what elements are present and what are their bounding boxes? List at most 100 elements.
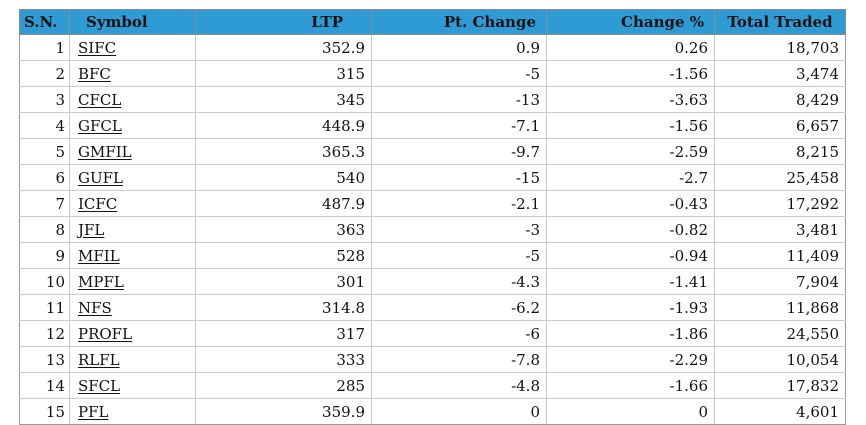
cell-change-percent: -3.63 — [546, 86, 715, 113]
cell-change-percent: -1.86 — [546, 320, 715, 347]
cell-change-percent: -0.43 — [546, 190, 715, 217]
symbol-link[interactable]: PROFL — [78, 324, 133, 343]
cell-pt-change: -13 — [371, 86, 547, 113]
cell-ltp: 317 — [195, 320, 372, 347]
stock-table-container: S.N. Symbol LTP Pt. Change Change % Tota… — [19, 9, 846, 425]
cell-total-traded: 4,601 — [714, 398, 846, 425]
cell-total-traded: 17,832 — [714, 372, 846, 399]
cell-symbol: MFIL — [69, 242, 196, 269]
table-row: 11 NFS 314.8 -6.2 -1.93 11,868 — [19, 294, 846, 321]
table-row: 8 JFL 363 -3 -0.82 3,481 — [19, 216, 846, 243]
table-row: 9 MFIL 528 -5 -0.94 11,409 — [19, 242, 846, 269]
cell-symbol: PFL — [69, 398, 196, 425]
cell-total-traded: 3,481 — [714, 216, 846, 243]
cell-symbol: ICFC — [69, 190, 196, 217]
stock-table: S.N. Symbol LTP Pt. Change Change % Tota… — [19, 9, 846, 425]
table-row: 2 BFC 315 -5 -1.56 3,474 — [19, 60, 846, 87]
table-row: 14 SFCL 285 -4.8 -1.66 17,832 — [19, 372, 846, 399]
cell-sn: 9 — [19, 242, 70, 269]
cell-pt-change: -15 — [371, 164, 547, 191]
cell-sn: 3 — [19, 86, 70, 113]
symbol-link[interactable]: BFC — [78, 64, 111, 83]
symbol-link[interactable]: SFCL — [78, 376, 121, 395]
cell-sn: 4 — [19, 112, 70, 139]
cell-total-traded: 25,458 — [714, 164, 846, 191]
cell-pt-change: -5 — [371, 60, 547, 87]
cell-pt-change: 0 — [371, 398, 547, 425]
cell-ltp: 352.9 — [195, 34, 372, 61]
symbol-link[interactable]: PFL — [78, 402, 109, 421]
symbol-link[interactable]: GFCL — [78, 116, 122, 135]
cell-sn: 12 — [19, 320, 70, 347]
cell-ltp: 487.9 — [195, 190, 372, 217]
table-row: 7 ICFC 487.9 -2.1 -0.43 17,292 — [19, 190, 846, 217]
header-change-percent: Change % — [546, 9, 715, 35]
table-row: 12 PROFL 317 -6 -1.86 24,550 — [19, 320, 846, 347]
cell-change-percent: 0 — [546, 398, 715, 425]
table-row: 5 GMFIL 365.3 -9.7 -2.59 8,215 — [19, 138, 846, 165]
cell-change-percent: -1.56 — [546, 60, 715, 87]
table-row: 6 GUFL 540 -15 -2.7 25,458 — [19, 164, 846, 191]
symbol-link[interactable]: RLFL — [78, 350, 120, 369]
cell-ltp: 315 — [195, 60, 372, 87]
cell-pt-change: -7.8 — [371, 346, 547, 373]
table-row: 15 PFL 359.9 0 0 4,601 — [19, 398, 846, 425]
cell-pt-change: -9.7 — [371, 138, 547, 165]
table-row: 3 CFCL 345 -13 -3.63 8,429 — [19, 86, 846, 113]
cell-total-traded: 11,409 — [714, 242, 846, 269]
cell-symbol: SIFC — [69, 34, 196, 61]
cell-symbol: BFC — [69, 60, 196, 87]
cell-symbol: SFCL — [69, 372, 196, 399]
cell-change-percent: -1.56 — [546, 112, 715, 139]
symbol-link[interactable]: GUFL — [78, 168, 123, 187]
table-body: 1 SIFC 352.9 0.9 0.26 18,703 2 BFC 315 -5 -1.56 3,4… — [19, 34, 846, 425]
cell-sn: 10 — [19, 268, 70, 295]
cell-pt-change: -2.1 — [371, 190, 547, 217]
cell-change-percent: -1.66 — [546, 372, 715, 399]
table-row: 1 SIFC 352.9 0.9 0.26 18,703 — [19, 34, 846, 61]
cell-change-percent: -2.59 — [546, 138, 715, 165]
symbol-link[interactable]: NFS — [78, 298, 112, 317]
cell-sn: 13 — [19, 346, 70, 373]
cell-symbol: CFCL — [69, 86, 196, 113]
cell-ltp: 448.9 — [195, 112, 372, 139]
cell-total-traded: 11,868 — [714, 294, 846, 321]
symbol-link[interactable]: JFL — [78, 220, 105, 239]
cell-sn: 14 — [19, 372, 70, 399]
table-row: 4 GFCL 448.9 -7.1 -1.56 6,657 — [19, 112, 846, 139]
cell-sn: 7 — [19, 190, 70, 217]
cell-total-traded: 7,904 — [714, 268, 846, 295]
cell-pt-change: -6 — [371, 320, 547, 347]
cell-pt-change: -5 — [371, 242, 547, 269]
cell-ltp: 540 — [195, 164, 372, 191]
cell-pt-change: 0.9 — [371, 34, 547, 61]
cell-pt-change: -4.3 — [371, 268, 547, 295]
symbol-link[interactable]: GMFIL — [78, 142, 132, 161]
cell-total-traded: 10,054 — [714, 346, 846, 373]
cell-change-percent: -2.7 — [546, 164, 715, 191]
symbol-link[interactable]: SIFC — [78, 38, 117, 57]
cell-pt-change: -7.1 — [371, 112, 547, 139]
cell-total-traded: 8,215 — [714, 138, 846, 165]
symbol-link[interactable]: MPFL — [78, 272, 124, 291]
symbol-link[interactable]: MFIL — [78, 246, 120, 265]
cell-symbol: GMFIL — [69, 138, 196, 165]
cell-symbol: PROFL — [69, 320, 196, 347]
symbol-link[interactable]: ICFC — [78, 194, 118, 213]
header-total-traded: Total Traded — [714, 9, 846, 35]
cell-ltp: 359.9 — [195, 398, 372, 425]
table-header: S.N. Symbol LTP Pt. Change Change % Tota… — [19, 9, 846, 35]
cell-change-percent: -0.82 — [546, 216, 715, 243]
cell-change-percent: -0.94 — [546, 242, 715, 269]
cell-sn: 11 — [19, 294, 70, 321]
cell-total-traded: 6,657 — [714, 112, 846, 139]
cell-ltp: 365.3 — [195, 138, 372, 165]
cell-total-traded: 3,474 — [714, 60, 846, 87]
table-row: 10 MPFL 301 -4.3 -1.41 7,904 — [19, 268, 846, 295]
symbol-link[interactable]: CFCL — [78, 90, 122, 109]
cell-symbol: MPFL — [69, 268, 196, 295]
cell-total-traded: 18,703 — [714, 34, 846, 61]
header-symbol: Symbol — [69, 9, 196, 35]
cell-total-traded: 24,550 — [714, 320, 846, 347]
cell-ltp: 301 — [195, 268, 372, 295]
